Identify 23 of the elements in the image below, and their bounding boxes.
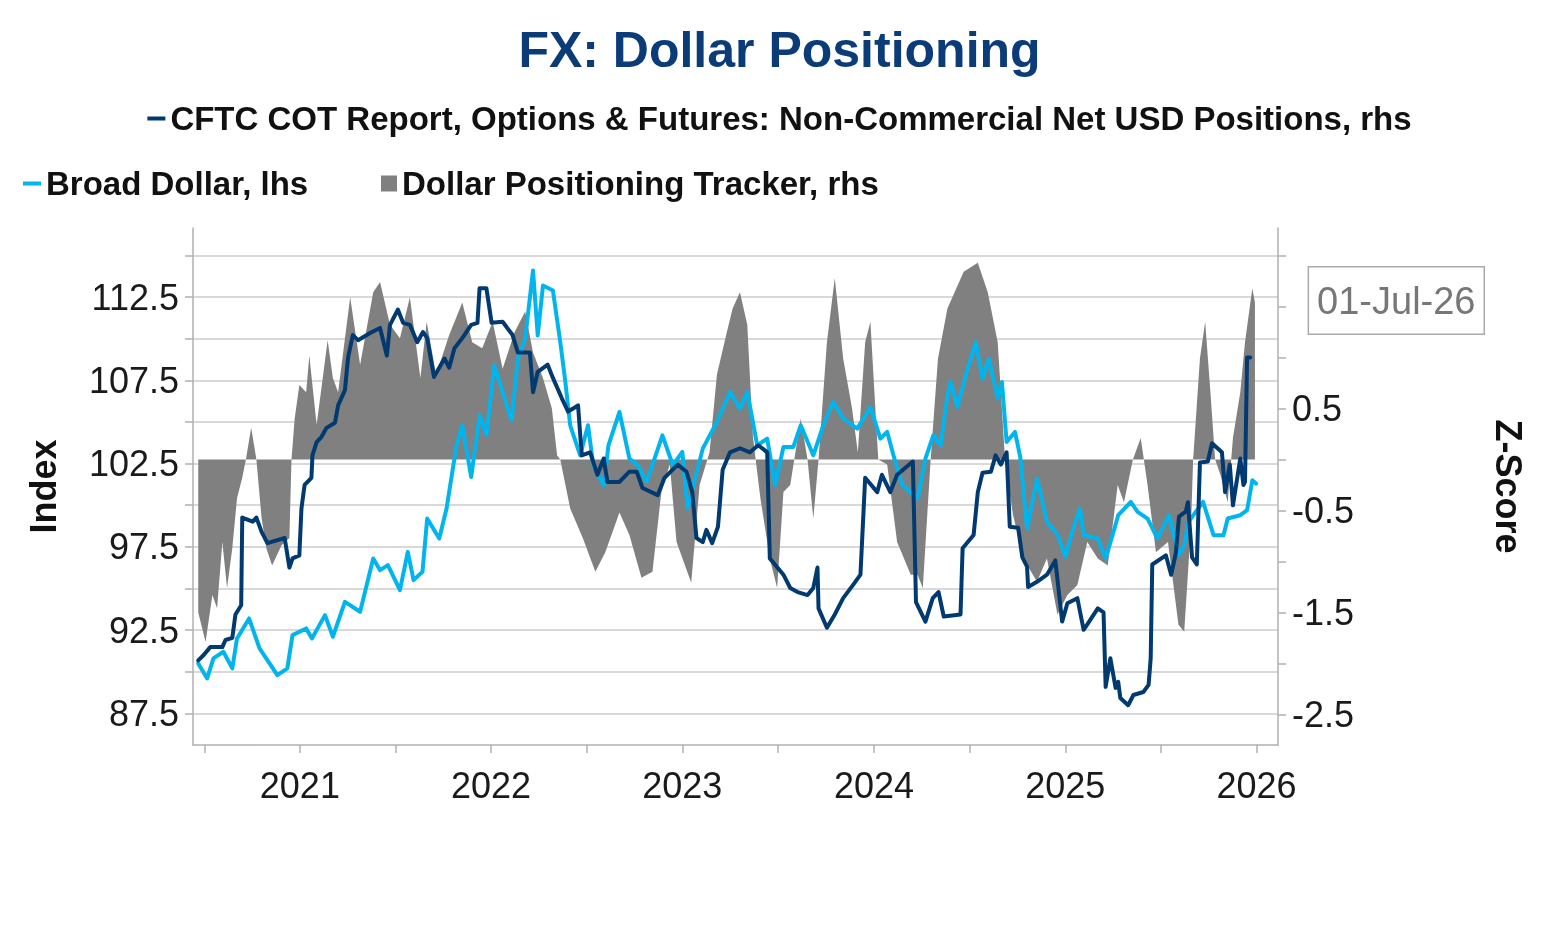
x-tick-label: 2026: [1216, 764, 1297, 806]
y2-tick-label: -2.5: [1292, 693, 1355, 735]
text: 01-Jul-26: [1317, 279, 1476, 322]
y-tick-label: 102.5: [88, 443, 179, 485]
legend-label: CFTC COT Report, Options & Futures: Non-Commercial Net USD Positions, rhs: [170, 100, 1412, 137]
legend-label: Broad Dollar, lhs: [46, 165, 309, 202]
y-tick-label: 112.5: [91, 276, 179, 318]
y2-tick-label: 0.5: [1292, 387, 1343, 429]
y2-tick-label: -0.5: [1292, 489, 1355, 531]
legend-label: Dollar Positioning Tracker, rhs: [402, 165, 879, 202]
x-tick-label: 2022: [451, 764, 532, 806]
x-tick-label: 2023: [642, 764, 723, 806]
y-axis-title: Index: [22, 439, 64, 534]
y-tick-label: 87.5: [108, 692, 179, 734]
y-tick-label: 107.5: [88, 359, 179, 401]
y2-axis-title: Z-Score: [1487, 419, 1529, 554]
x-tick-label: 2024: [834, 764, 915, 806]
y2-tick-label: -1.5: [1292, 591, 1355, 633]
x-tick-label: 2021: [259, 764, 340, 806]
chart-title: FX: Dollar Positioning: [518, 22, 1041, 78]
y-tick-label: 97.5: [108, 526, 179, 568]
y-tick-label: 92.5: [108, 609, 179, 651]
x-tick-label: 2025: [1025, 764, 1106, 806]
